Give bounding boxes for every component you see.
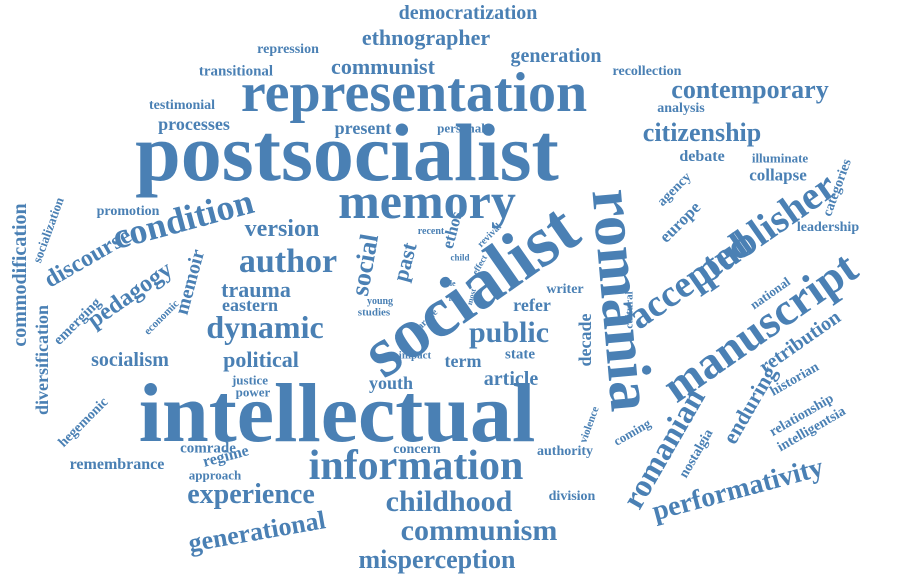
word: representation <box>240 62 588 124</box>
word: public <box>468 316 550 349</box>
word: cultural <box>623 291 636 329</box>
word: testimonial <box>148 98 216 113</box>
word: social <box>344 231 385 299</box>
word: diversification <box>32 305 52 415</box>
word: article <box>483 368 539 390</box>
word: processes <box>158 114 230 134</box>
word: recollection <box>612 64 682 79</box>
word: generational <box>186 505 328 558</box>
word: collapse <box>749 165 807 185</box>
word: authority <box>537 444 593 459</box>
word: communism <box>400 514 558 547</box>
word: studies <box>357 306 391 319</box>
word: communist <box>331 54 435 79</box>
word: decade <box>575 313 595 367</box>
word: childhood <box>385 485 513 518</box>
word: young <box>366 296 394 307</box>
word: misperception <box>358 545 516 574</box>
word: generation <box>510 45 602 67</box>
word: socialization <box>29 195 67 265</box>
word: writer <box>546 282 584 297</box>
word: justice <box>231 372 269 388</box>
word: late <box>448 294 462 303</box>
word: comrade <box>180 440 236 457</box>
word: socialism <box>91 349 169 371</box>
word: performativity <box>648 451 827 528</box>
word: refer <box>513 295 551 315</box>
word: power <box>235 384 271 400</box>
word: recent <box>417 226 445 237</box>
word: concern <box>393 442 441 457</box>
word: debate <box>679 148 725 165</box>
word: version <box>244 216 320 242</box>
word: political <box>223 347 299 372</box>
word: remembrance <box>69 456 165 473</box>
word: postsocialist <box>135 107 559 198</box>
word: information <box>308 443 524 489</box>
word: impact <box>398 349 432 362</box>
word: state <box>505 346 535 363</box>
word: eastern <box>222 295 278 315</box>
word: personal <box>437 120 485 136</box>
word: dynamic <box>206 309 324 345</box>
word: transitional <box>198 63 274 80</box>
word: economic <box>141 297 182 338</box>
word: approach <box>188 467 242 483</box>
word: leadership <box>796 220 860 235</box>
word: ethnographer <box>361 25 491 50</box>
word: role <box>442 279 456 288</box>
word: author <box>238 243 338 280</box>
word: youth <box>368 373 414 393</box>
word: memory <box>338 173 516 229</box>
word: contemporary <box>671 75 829 104</box>
word: commodification <box>9 203 31 347</box>
word: trauma <box>221 277 291 302</box>
word: citizenship <box>642 118 762 147</box>
word: repression <box>257 42 319 57</box>
word: discourse <box>39 222 137 294</box>
word: child <box>450 252 470 263</box>
word: division <box>548 489 596 504</box>
word: violence <box>577 404 602 445</box>
word: analysis <box>657 101 705 116</box>
word: illuminate <box>751 150 809 166</box>
word: intellectual <box>138 367 536 460</box>
word: promotion <box>96 204 160 219</box>
word: experience <box>187 479 315 510</box>
word: past <box>387 239 422 285</box>
word: present <box>334 118 392 138</box>
word: hegemonic <box>55 394 112 451</box>
word: term <box>444 351 482 371</box>
word: democratization <box>398 2 538 24</box>
